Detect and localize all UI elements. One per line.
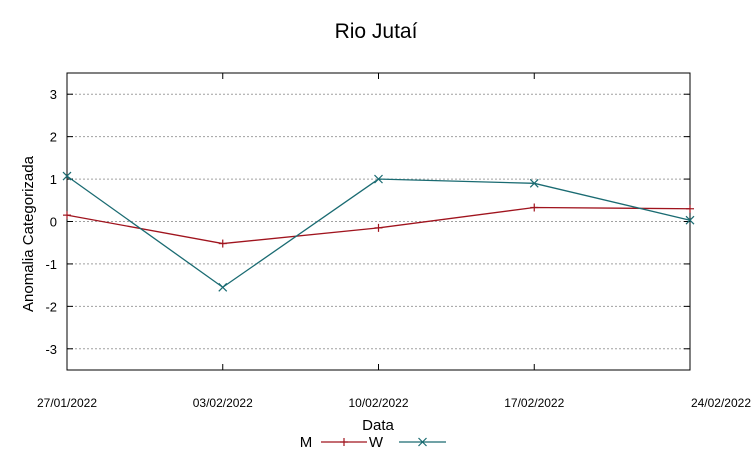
point-M-1 xyxy=(218,239,227,248)
y-tick-label-4: 1 xyxy=(50,172,57,187)
legend-marker-M xyxy=(340,438,348,446)
point-M-0 xyxy=(63,211,71,220)
y-axis-label: Anomalia Categorizada xyxy=(20,155,37,312)
x-tick-label-4: 24/02/2022 xyxy=(691,396,751,410)
y-tick-label-5: 2 xyxy=(50,130,57,145)
legend-label-W: W xyxy=(369,434,384,451)
y-tick-label-3: 0 xyxy=(50,215,57,230)
grid xyxy=(67,93,690,350)
y-tick-label-2: -1 xyxy=(45,257,57,272)
x-tick-label-0: 27/01/2022 xyxy=(37,396,97,410)
y-tick-label-1: -2 xyxy=(45,299,57,314)
x-axis-label: Data xyxy=(362,417,394,434)
x-tick-label-1: 03/02/2022 xyxy=(193,396,253,410)
legend-marker-W xyxy=(418,437,427,447)
point-W-0 xyxy=(62,171,72,181)
point-M-2 xyxy=(374,223,383,232)
y-tick-label-0: -3 xyxy=(45,342,57,357)
x-tick-label-3: 17/02/2022 xyxy=(504,396,564,410)
series-layer xyxy=(62,171,695,292)
point-W-2 xyxy=(374,174,383,184)
point-W-3 xyxy=(529,178,539,188)
point-W-4 xyxy=(685,215,695,225)
chart-title: Rio Jutaí xyxy=(335,20,418,43)
point-M-3 xyxy=(530,203,539,212)
legend-label-M: M xyxy=(300,434,313,451)
x-axis: 27/01/2022 03/02/2022 10/02/2022 17/02/2022… xyxy=(37,73,751,410)
x-tick-label-2: 10/02/2022 xyxy=(348,396,408,410)
point-M-4 xyxy=(686,204,694,213)
y-tick-label-6: 3 xyxy=(50,87,57,102)
point-W-1 xyxy=(218,282,228,292)
